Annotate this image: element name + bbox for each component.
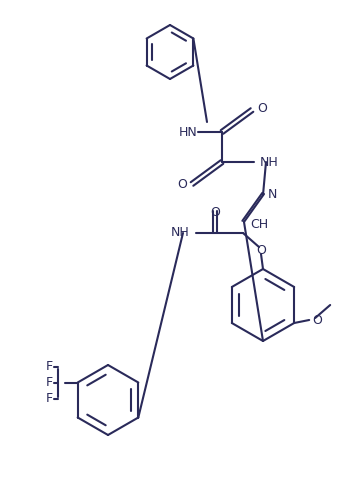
Text: NH: NH: [171, 226, 190, 240]
Text: NH: NH: [260, 155, 279, 168]
Text: F: F: [46, 392, 53, 405]
Text: CH: CH: [250, 217, 268, 230]
Text: F: F: [46, 376, 53, 389]
Text: O: O: [177, 179, 187, 191]
Text: O: O: [210, 206, 220, 219]
Text: HN: HN: [178, 125, 197, 139]
Text: F: F: [46, 360, 53, 373]
Text: O: O: [257, 102, 267, 116]
Text: O: O: [312, 313, 322, 327]
Text: O: O: [256, 245, 266, 257]
Text: N: N: [268, 187, 277, 201]
